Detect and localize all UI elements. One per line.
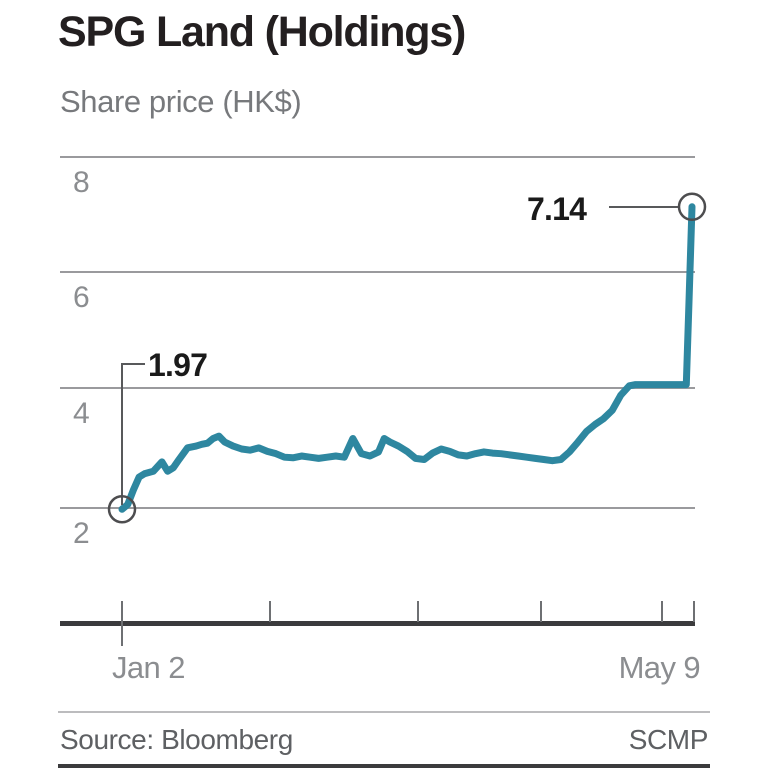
- x-axis-line: [60, 621, 695, 626]
- xtick-4: [540, 601, 542, 622]
- gridline-6: [60, 271, 695, 273]
- gridline-4: [60, 387, 695, 389]
- xtick-5: [661, 601, 663, 622]
- xtick-may9: [693, 601, 695, 622]
- start-value-annotation: 1.97: [148, 347, 208, 383]
- end-point-marker: [677, 192, 707, 222]
- ytick-label-2: 2: [73, 517, 90, 550]
- gridline-2: [60, 507, 695, 509]
- page-title: SPG Land (Holdings): [58, 8, 466, 56]
- xtick-2: [269, 601, 271, 622]
- footer-bottom-rule: [58, 764, 710, 768]
- source-label: Source: Bloomberg: [60, 724, 293, 755]
- xtick-label-end: May 9: [618, 650, 701, 685]
- xtick-3: [417, 601, 419, 622]
- start-annotation-leader: [121, 363, 145, 505]
- ytick-label-4: 4: [73, 397, 90, 430]
- end-value-annotation: 7.14: [527, 191, 587, 227]
- gridline-8: [60, 156, 695, 158]
- start-point-marker: [107, 495, 137, 524]
- ytick-label-8: 8: [73, 166, 90, 199]
- xtick-jan2: [121, 601, 123, 646]
- xtick-label-start: Jan 2: [112, 650, 185, 685]
- footer-divider: [58, 711, 710, 713]
- credit-label: SCMP: [628, 724, 709, 755]
- price-line: [118, 203, 696, 513]
- chart-subtitle: Share price (HK$): [60, 84, 302, 119]
- ytick-label-6: 6: [73, 281, 90, 314]
